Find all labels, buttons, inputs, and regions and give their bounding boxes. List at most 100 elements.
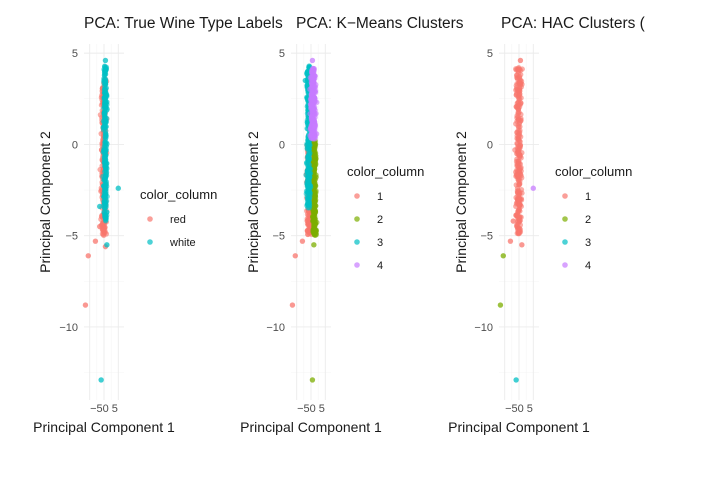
legend-key xyxy=(354,216,360,222)
legend-label: 4 xyxy=(585,260,591,272)
data-point xyxy=(311,195,317,201)
legend-key xyxy=(562,216,568,222)
data-point xyxy=(103,162,109,168)
x-tick-labels: −50 5 xyxy=(90,403,118,415)
data-point xyxy=(518,155,524,161)
chart-title: PCA: K−Means Clusters xyxy=(296,15,464,32)
data-point xyxy=(103,212,110,218)
y-tick-label: 5 xyxy=(487,48,493,60)
data-point xyxy=(103,133,109,139)
data-point xyxy=(515,70,522,76)
legend-key xyxy=(562,193,568,199)
data-point xyxy=(310,101,317,107)
data-point xyxy=(311,68,317,75)
data-point xyxy=(306,195,312,201)
y-tick-label: −10 xyxy=(266,322,285,334)
data-point xyxy=(517,201,523,208)
legend: color_column 1 2 3 4 xyxy=(347,164,424,272)
data-point xyxy=(515,143,522,149)
data-point xyxy=(289,302,296,308)
data-point xyxy=(102,152,109,158)
data-point xyxy=(516,195,522,201)
data-point xyxy=(103,169,110,176)
y-axis-title: Principal Component 2 xyxy=(453,131,469,273)
legend-label: 2 xyxy=(377,214,383,226)
data-point xyxy=(519,190,525,196)
legend-label: 4 xyxy=(377,260,383,272)
data-point xyxy=(312,123,318,129)
data-point xyxy=(312,216,318,222)
data-point xyxy=(92,238,99,244)
data-point xyxy=(101,232,107,239)
data-point xyxy=(517,171,523,178)
data-point xyxy=(517,99,524,106)
data-point xyxy=(517,123,523,130)
data-point xyxy=(312,84,319,90)
data-point xyxy=(102,157,109,163)
data-point xyxy=(309,377,316,383)
data-point xyxy=(82,302,89,308)
legend-key xyxy=(562,239,568,245)
data-point xyxy=(103,189,109,195)
data-point xyxy=(292,253,298,259)
data-point xyxy=(514,115,520,121)
legend-key xyxy=(147,216,153,222)
series-1 xyxy=(507,57,525,248)
x-axis-title: Principal Component 1 xyxy=(448,419,590,435)
chart-panel-1: −10 −5 0 5 −50 5 Principal Component 2 Princip… xyxy=(33,44,217,435)
data-point xyxy=(311,146,318,153)
x-axis-title: Principal Component 1 xyxy=(33,419,175,435)
series-4 xyxy=(530,185,536,191)
y-tick-label: 0 xyxy=(279,139,285,151)
data-point xyxy=(517,57,524,64)
y-axis-title: Principal Component 2 xyxy=(245,131,261,273)
data-point xyxy=(510,218,516,224)
data-point xyxy=(519,242,525,248)
data-point xyxy=(306,165,312,172)
data-point xyxy=(305,140,312,146)
legend-key xyxy=(147,239,153,245)
data-point xyxy=(310,77,316,84)
series-white xyxy=(97,57,121,383)
data-point xyxy=(310,97,316,103)
data-point xyxy=(516,80,523,86)
legend-title: color_column xyxy=(140,187,217,202)
data-point xyxy=(311,200,317,206)
legend-label: 1 xyxy=(585,191,591,203)
data-point xyxy=(514,129,521,136)
data-point xyxy=(514,76,521,82)
y-axis-title: Principal Component 2 xyxy=(37,131,53,273)
data-point xyxy=(103,85,109,91)
legend-key xyxy=(562,262,568,268)
legend-key xyxy=(354,262,360,268)
data-point xyxy=(515,187,521,194)
data-point xyxy=(101,142,108,148)
data-point xyxy=(304,201,311,207)
data-point xyxy=(305,217,311,223)
data-point xyxy=(513,377,519,383)
data-point xyxy=(305,227,312,233)
y-tick-label: −5 xyxy=(65,231,78,243)
data-point xyxy=(513,182,519,188)
data-point xyxy=(302,77,308,84)
data-point xyxy=(304,70,310,77)
y-tick-label: 5 xyxy=(279,48,285,60)
data-point xyxy=(305,231,311,238)
data-point xyxy=(102,57,109,64)
series-3 xyxy=(513,377,519,383)
x-tick-labels: −50 5 xyxy=(297,403,325,415)
legend-title: color_column xyxy=(555,164,632,179)
y-tick-label: −10 xyxy=(474,322,493,334)
data-point xyxy=(514,103,521,109)
data-point xyxy=(306,170,312,177)
data-point xyxy=(97,203,103,210)
data-point xyxy=(101,111,108,118)
legend-label: white xyxy=(169,237,196,249)
data-point xyxy=(97,223,103,230)
y-tick-label: −10 xyxy=(59,322,78,334)
data-point xyxy=(516,207,522,213)
y-tick-label: 5 xyxy=(72,48,78,60)
x-axis-title: Principal Component 1 xyxy=(240,419,382,435)
